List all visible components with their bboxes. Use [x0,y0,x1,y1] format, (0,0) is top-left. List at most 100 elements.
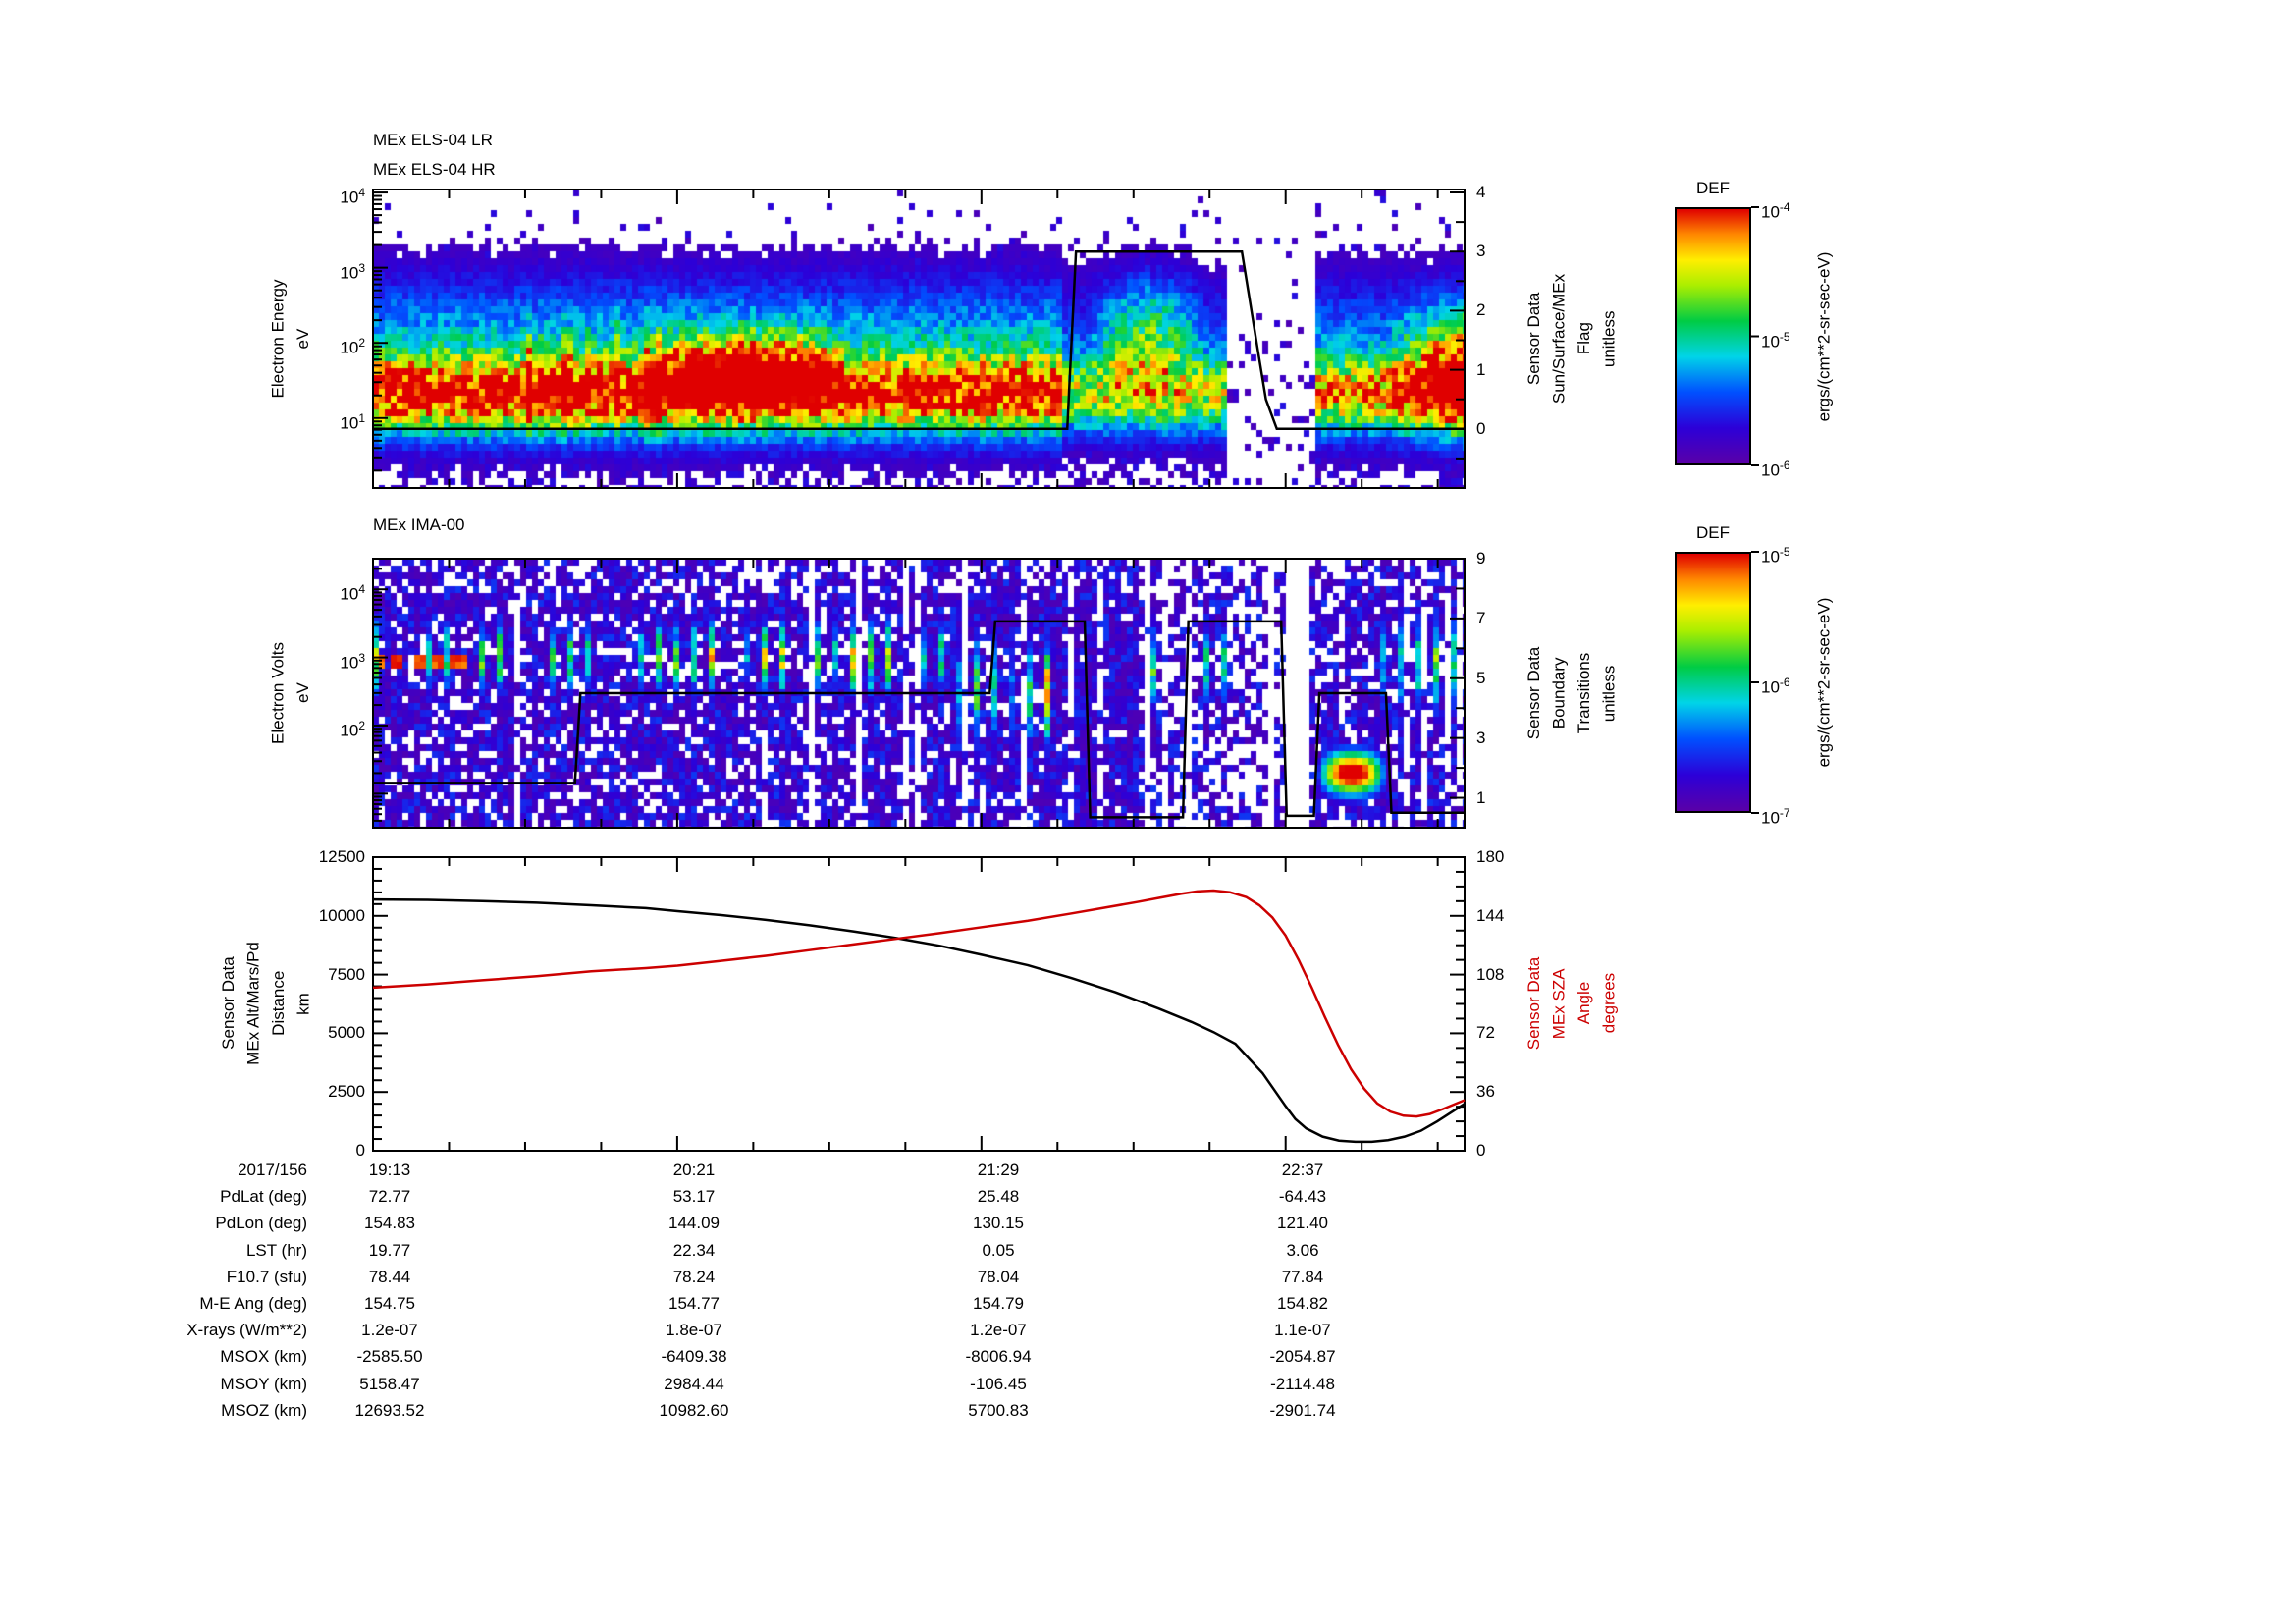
ima-y-tick-label: 104 [340,582,365,604]
line-left-tick-label: 2500 [328,1082,365,1102]
colorbar-tick-label: 10-4 [1761,200,1790,222]
table-cell: 10982.60 [659,1400,729,1420]
table-cell: 78.04 [977,1267,1020,1286]
table-cell: 22.34 [672,1240,716,1260]
els-y-tick-label: 103 [340,260,365,283]
els-right-tick-label: 4 [1476,183,1486,201]
table-cell: 20:21 [672,1161,716,1179]
table-cell: 5700.83 [968,1400,1029,1420]
ima-right-tick-label: 3 [1476,728,1486,747]
els-title-line-1: MEx ELS-04 LR [373,131,493,149]
ima-frame [372,558,1466,829]
table-row-label: PdLon (deg) [215,1214,307,1233]
table-cell: 154.83 [364,1214,415,1233]
colorbar-units-label: ergs/(cm**2-sr-sec-eV) [1814,597,1834,768]
ima-y-axis-title: Electron Volts eV [268,642,313,744]
line-right-axis-title: Sensor Data MEx SZA Angle degrees [1524,956,1619,1051]
colorbar [1675,207,1751,465]
table-row-label: PdLat (deg) [220,1187,307,1207]
ima-y-tick-label: 103 [340,650,365,673]
table-row-label: MSOX (km) [220,1347,307,1367]
els-right-axis-title: Sensor Data Sun/Surface/MEx Flag unitles… [1524,273,1619,405]
line-left-tick-label: 10000 [318,905,365,925]
table-cell: 78.44 [368,1267,411,1286]
table-cell: -6409.38 [661,1347,727,1367]
colorbar-units-label: ergs/(cm**2-sr-sec-eV) [1814,251,1834,421]
els-right-tick-label: 1 [1476,359,1486,379]
series-altitude [372,897,1466,1144]
ima-title: MEx IMA-00 [373,515,465,534]
line-left-tick-label: 7500 [328,964,365,984]
line-right-tick-label: 36 [1476,1082,1495,1102]
table-row-label: 2017/156 [238,1161,307,1179]
table-cell: 154.75 [364,1294,415,1313]
colorbar-title: DEF [1696,179,1730,197]
colorbar-tick-label: 10-7 [1761,806,1790,828]
line-right-tick-label: 144 [1476,905,1505,925]
els-title-line-2: MEx ELS-04 HR [373,160,496,179]
table-cell: -106.45 [970,1374,1027,1393]
table-cell: 154.82 [1277,1294,1328,1313]
table-cell: 144.09 [668,1214,720,1233]
line-left-tick-label: 5000 [328,1023,365,1043]
line-panel-frame [372,856,1466,1152]
els-right-tick-label: 3 [1476,242,1486,261]
table-cell: -2901.74 [1269,1400,1336,1420]
ima-right-tick-label: 9 [1476,549,1486,568]
table-cell: 77.84 [1281,1267,1324,1286]
table-cell: 25.48 [977,1187,1020,1207]
table-cell: -8006.94 [965,1347,1032,1367]
line-left-axis-title: Sensor Data MEx Alt/Mars/Pd Distance km [219,942,313,1065]
table-cell: 22:37 [1281,1161,1324,1179]
table-cell: 130.15 [973,1214,1024,1233]
colorbar-tick-label: 10-5 [1761,329,1790,352]
table-cell: 19:13 [368,1161,411,1179]
ima-right-tick-label: 7 [1476,608,1486,627]
table-cell: 121.40 [1277,1214,1328,1233]
table-cell: 154.79 [973,1294,1024,1313]
table-row-label: MSOZ (km) [221,1400,307,1420]
line-right-tick-label: 180 [1476,847,1505,866]
table-cell: 1.8e-07 [666,1321,722,1340]
table-cell: 21:29 [977,1161,1020,1179]
colorbar-tick-label: 10-6 [1761,676,1790,697]
table-cell: 78.24 [672,1267,716,1286]
els-y-tick-label: 102 [340,336,365,357]
table-row-label: LST (hr) [245,1240,307,1260]
ima-boundary-line [373,620,1465,819]
table-cell: 72.77 [368,1187,411,1207]
table-cell: 0.05 [982,1240,1015,1260]
table-cell: 1.2e-07 [361,1321,418,1340]
els-flag-line [373,249,1465,431]
table-cell: 5158.47 [359,1374,420,1393]
table-row-label: F10.7 (sfu) [226,1267,307,1286]
table-cell: -2114.48 [1270,1374,1335,1393]
line-left-tick-label: 12500 [318,847,365,866]
ima-right-tick-label: 1 [1476,787,1486,807]
table-cell: 1.1e-07 [1274,1321,1331,1340]
colorbar-title: DEF [1696,523,1730,542]
els-spectrogram-canvas [373,189,1465,488]
table-cell: 154.77 [668,1294,720,1313]
table-row-label: X-rays (W/m**2) [187,1321,307,1340]
line-right-tick-label: 72 [1476,1023,1495,1043]
table-cell: -64.43 [1278,1187,1327,1207]
ima-right-axis-title: Sensor Data Boundary Transitions unitles… [1524,646,1619,740]
table-row-label: M-E Ang (deg) [199,1294,307,1313]
els-y-axis-title: Electron Energy eV [268,279,313,399]
els-right-tick-label: 2 [1476,300,1486,320]
els-frame [372,189,1466,489]
table-row-label: MSOY (km) [220,1374,307,1393]
colorbar [1675,552,1751,813]
table-cell: -2054.87 [1269,1347,1336,1367]
series-sza [372,889,1466,1118]
colorbar-tick-label: 10-5 [1761,545,1790,567]
ima-y-tick-label: 102 [340,718,365,740]
table-cell: 1.2e-07 [970,1321,1027,1340]
table-cell: 19.77 [368,1240,411,1260]
line-left-tick-label: 0 [355,1141,365,1160]
table-cell: 2984.44 [664,1374,724,1393]
line-right-tick-label: 108 [1476,964,1505,984]
els-y-tick-label: 104 [340,186,365,207]
